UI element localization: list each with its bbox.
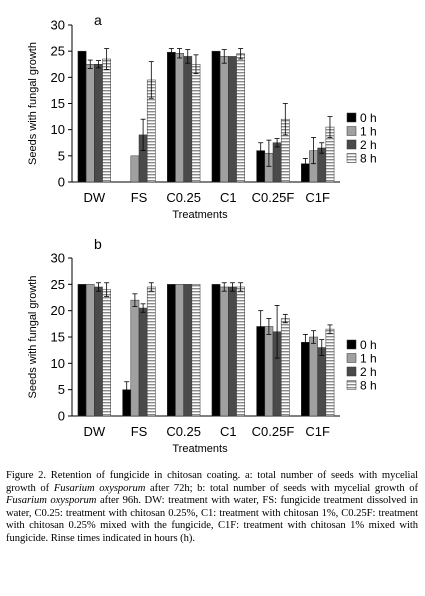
legend-swatch bbox=[346, 139, 357, 150]
y-tick-label: 10 bbox=[51, 356, 65, 371]
bar bbox=[94, 286, 103, 417]
y-tick-label: 25 bbox=[51, 44, 65, 59]
chart-panel-a: a 0 5 10 15 20 25 30 Seeds with fungal growth DW F… bbox=[27, 12, 377, 221]
y-axis-title: Seeds with fungal growth bbox=[27, 42, 39, 165]
x-tick-label: C1F bbox=[305, 190, 330, 205]
y-tick-label: 15 bbox=[51, 330, 65, 345]
bar bbox=[191, 64, 201, 183]
bar bbox=[130, 155, 140, 183]
bar bbox=[211, 50, 221, 183]
y-tick-label: 5 bbox=[58, 382, 65, 397]
bar bbox=[167, 284, 176, 417]
caption-text-3: after 96h. DW: treatment with water, FS:… bbox=[6, 495, 419, 544]
bar bbox=[183, 56, 193, 183]
y-tick-label: 20 bbox=[51, 70, 65, 85]
y-tick-label: 25 bbox=[51, 277, 65, 292]
bar bbox=[175, 284, 184, 417]
bar bbox=[183, 284, 193, 417]
x-tick-label: C1F bbox=[305, 424, 330, 439]
bar bbox=[102, 58, 111, 183]
panel-label: a bbox=[94, 12, 102, 28]
legend-label: 2 h bbox=[360, 138, 377, 152]
bar bbox=[317, 347, 327, 417]
bar bbox=[146, 286, 156, 417]
y-tick-label: 30 bbox=[51, 18, 65, 33]
y-axis-title: Seeds with fungal growth bbox=[27, 276, 39, 399]
figure-caption: Figure 2. Retention of fungicide in chit… bbox=[6, 470, 418, 546]
bar bbox=[77, 284, 87, 417]
bar bbox=[191, 284, 201, 417]
bar bbox=[280, 318, 290, 417]
legend-label: 1 h bbox=[360, 125, 377, 139]
y-tick-label: 0 bbox=[58, 409, 65, 424]
chart-panel-b: b 0 5 10 15 20 25 30 Seeds with fungal growth DW F… bbox=[27, 236, 377, 455]
bar bbox=[167, 51, 176, 183]
bar bbox=[228, 56, 237, 183]
bar bbox=[219, 286, 229, 417]
bar bbox=[77, 50, 87, 183]
legend-swatch bbox=[346, 380, 357, 390]
x-tick-label: FS bbox=[131, 424, 148, 439]
bar bbox=[102, 289, 111, 417]
bar bbox=[85, 64, 95, 183]
y-tick-label: 30 bbox=[51, 251, 65, 266]
bar bbox=[211, 284, 221, 417]
legend-label: 8 h bbox=[360, 152, 377, 166]
bar bbox=[236, 53, 245, 183]
caption-species-2: Fusarium oxysporum bbox=[6, 495, 97, 507]
bar bbox=[264, 326, 274, 417]
bar bbox=[175, 53, 184, 183]
bar bbox=[85, 284, 95, 417]
x-tick-label: C1 bbox=[220, 424, 237, 439]
bar bbox=[272, 142, 282, 183]
x-tick-label: C0.25 bbox=[166, 424, 201, 439]
bar bbox=[130, 299, 140, 417]
x-tick-label: C0.25 bbox=[166, 190, 201, 205]
bar bbox=[94, 64, 103, 183]
y-tick-label: 5 bbox=[58, 148, 65, 163]
x-axis-title: Treatments bbox=[172, 209, 228, 221]
bar bbox=[219, 56, 229, 183]
bar bbox=[325, 328, 335, 417]
bar bbox=[301, 342, 310, 417]
x-tick-label: C1 bbox=[220, 190, 237, 205]
bar bbox=[236, 286, 245, 417]
legend-label: 2 h bbox=[360, 365, 377, 379]
x-tick-label: FS bbox=[131, 190, 148, 205]
legend-label: 1 h bbox=[360, 352, 377, 366]
bar bbox=[228, 286, 237, 417]
caption-text-1: Figure 2. Retention of fungicide in chit… bbox=[6, 470, 418, 494]
legend-label: 0 h bbox=[360, 338, 377, 352]
legend-swatch bbox=[346, 339, 357, 350]
legend-swatch bbox=[346, 353, 357, 363]
legend-swatch bbox=[346, 366, 357, 377]
caption-species-1: Fusarium oxysporum bbox=[53, 482, 146, 494]
caption-text-2: after 72h; b: total number of seeds with… bbox=[145, 482, 419, 494]
legend-swatch bbox=[346, 112, 357, 123]
y-tick-label: 10 bbox=[51, 122, 65, 137]
x-axis-title: Treatments bbox=[172, 443, 228, 455]
x-tick-label: DW bbox=[83, 190, 105, 205]
bar bbox=[138, 307, 148, 417]
bar bbox=[309, 336, 318, 417]
x-tick-label: C0.25F bbox=[252, 424, 295, 439]
y-tick-label: 15 bbox=[51, 96, 65, 111]
x-tick-label: DW bbox=[83, 424, 105, 439]
legend-swatch bbox=[346, 153, 357, 163]
y-tick-label: 0 bbox=[58, 175, 65, 190]
legend-swatch bbox=[346, 126, 357, 136]
y-tick-label: 20 bbox=[51, 303, 65, 318]
panel-label: b bbox=[94, 236, 102, 252]
x-tick-label: C0.25F bbox=[252, 190, 295, 205]
legend-label: 8 h bbox=[360, 379, 377, 393]
legend-label: 0 h bbox=[360, 111, 377, 125]
